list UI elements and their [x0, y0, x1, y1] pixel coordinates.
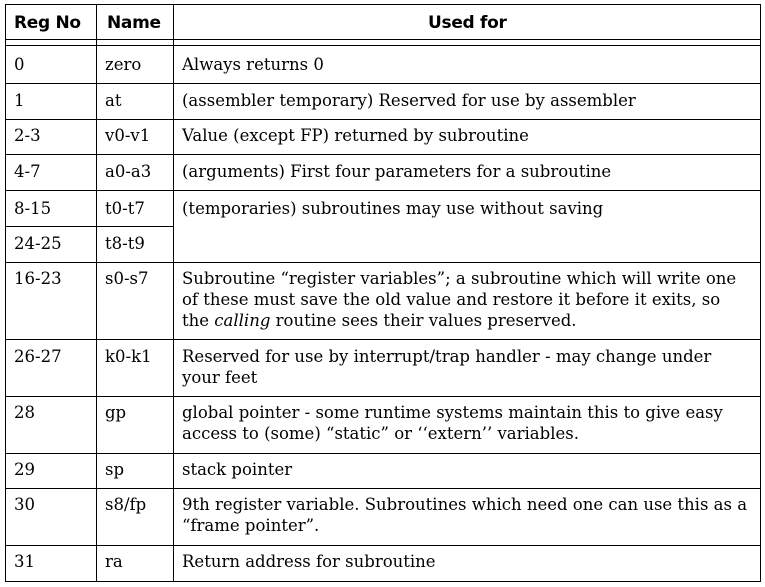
header-used-for: Used for [428, 13, 507, 33]
used-for-cell: Subroutine “register variables”; a subro… [182, 268, 752, 331]
name-cell: at [105, 91, 122, 110]
used-for-emphasis: calling [214, 311, 271, 330]
reg-no-cell: 24-25 [14, 234, 62, 253]
name-cell: sp [105, 460, 125, 479]
row-divider [5, 83, 761, 84]
header-name: Name [107, 13, 161, 33]
row-divider [5, 453, 761, 454]
column-divider [173, 4, 174, 582]
reg-no-cell: 26-27 [14, 347, 62, 366]
name-cell: zero [105, 55, 142, 74]
name-cell: a0-a3 [105, 162, 152, 181]
reg-no-cell: 31 [14, 552, 35, 571]
name-cell: ra [105, 552, 123, 571]
used-for-cell: (temporaries) subroutines may use withou… [182, 199, 604, 218]
used-for-cell: global pointer - some runtime systems ma… [182, 403, 723, 443]
name-cell: s0-s7 [105, 269, 149, 288]
header-divider [5, 39, 761, 40]
reg-no-cell: 4-7 [14, 162, 41, 181]
reg-no-cell: 1 [14, 91, 25, 110]
reg-no-cell: 29 [14, 460, 35, 479]
used-for-cell: 9th register variable. Subroutines which… [182, 495, 748, 535]
used-for-cell: Reserved for use by interrupt/trap handl… [182, 347, 712, 387]
row-divider [5, 545, 761, 546]
row-divider [5, 119, 761, 120]
used-for-cell: stack pointer [182, 460, 293, 479]
name-cell: k0-k1 [105, 347, 152, 366]
header-reg-no: Reg No [14, 13, 81, 33]
reg-no-cell: 2-3 [14, 126, 41, 145]
reg-no-cell: 0 [14, 55, 25, 74]
reg-no-cell: 8-15 [14, 199, 52, 218]
used-for-cell: (arguments) First four parameters for a … [182, 162, 612, 181]
column-divider [96, 4, 97, 582]
used-for-cell: Return address for subroutine [182, 552, 436, 571]
used-for-cell: (assembler temporary) Reserved for use b… [182, 91, 636, 110]
row-divider [5, 154, 761, 155]
used-for-cell: Value (except FP) returned by subroutine [182, 126, 529, 145]
header-divider [5, 45, 761, 46]
reg-no-cell: 30 [14, 495, 35, 514]
reg-no-cell: 28 [14, 403, 35, 422]
row-divider [5, 396, 761, 397]
name-cell: s8/fp [105, 495, 147, 514]
used-for-text: routine sees their values preserved. [270, 311, 577, 330]
used-for-cell: Always returns 0 [182, 55, 324, 74]
row-divider [5, 190, 761, 191]
table-frame [5, 4, 761, 582]
reg-no-cell: 16-23 [14, 269, 62, 288]
row-divider [5, 339, 761, 340]
name-cell: gp [105, 403, 127, 422]
row-divider [5, 488, 761, 489]
used-for-text: Subroutine “register variables”; a subro… [182, 269, 737, 330]
row-divider [5, 262, 761, 263]
row-divider [5, 226, 173, 227]
name-cell: v0-v1 [105, 126, 151, 145]
name-cell: t8-t9 [105, 234, 145, 253]
name-cell: t0-t7 [105, 199, 145, 218]
